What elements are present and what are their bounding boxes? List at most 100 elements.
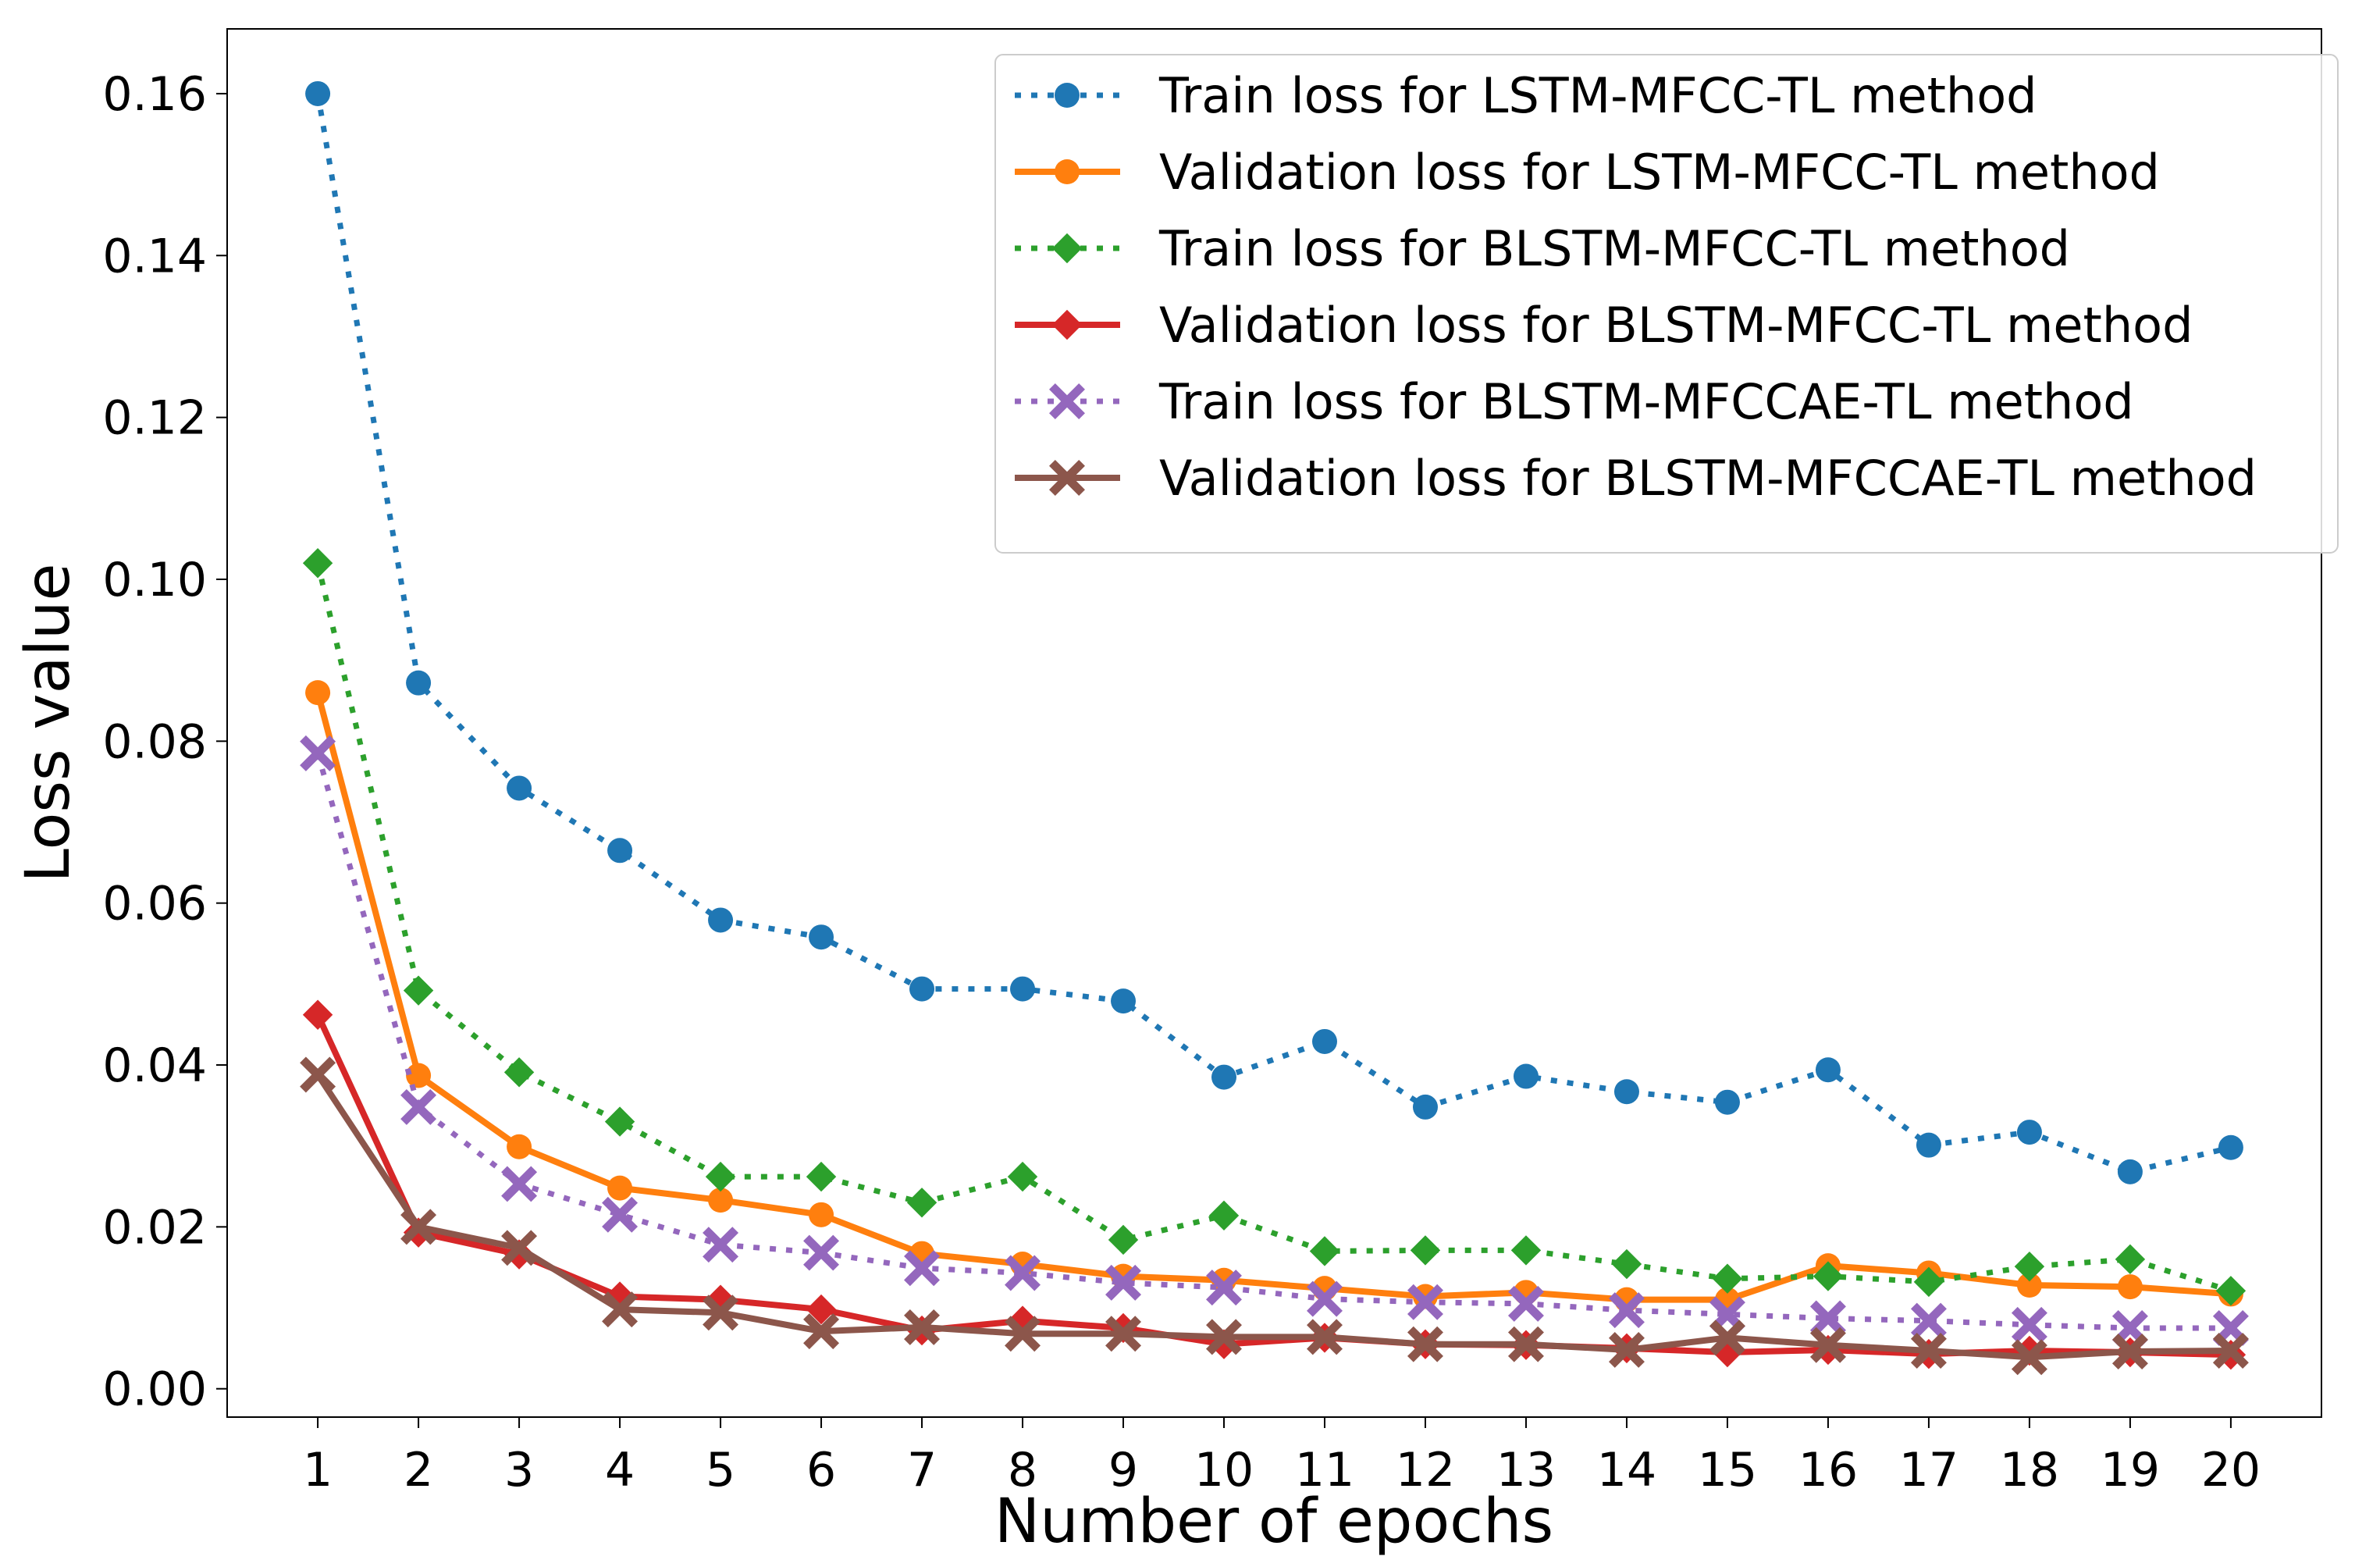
- y-tick-label: 0.00: [102, 1362, 207, 1417]
- x-marker-stroke: [2212, 1309, 2249, 1346]
- x-axis-ticks: 1 2 3 4 5 6 7 8 9 10 11 12 13 14 15 16 17 18 19 20: [303, 1417, 2261, 1498]
- data-point: [806, 1161, 837, 1192]
- data-point: [1108, 1224, 1139, 1255]
- x-marker-stroke: [501, 1230, 538, 1266]
- x-tick-label: 12: [1396, 1443, 1455, 1498]
- legend-box: [994, 54, 2339, 554]
- x-marker-stroke: [1105, 1316, 1141, 1352]
- data-point: [503, 1239, 535, 1270]
- data-point: [2011, 1339, 2047, 1376]
- series-line: [315, 562, 2232, 1294]
- data-point: [906, 1188, 937, 1218]
- data-point: [2014, 1251, 2045, 1282]
- data-point: [1311, 1028, 1337, 1054]
- data-point: [602, 1196, 639, 1233]
- legend-item: Train loss for BLSTM-MFCCAE-TL method: [1015, 373, 2134, 430]
- legend-marker: [1049, 383, 1085, 419]
- data-point: [1208, 1200, 1240, 1231]
- x-tick-label: 18: [2000, 1443, 2059, 1498]
- data-point: [1111, 988, 1137, 1014]
- x-marker-stroke: [904, 1309, 941, 1345]
- x-marker-stroke: [1809, 1327, 1846, 1363]
- data-point: [1714, 1089, 1740, 1115]
- data-point: [300, 1056, 336, 1093]
- y-tick-label: 0.08: [102, 714, 207, 769]
- data-point: [507, 1134, 532, 1159]
- x-marker-stroke: [1709, 1319, 1745, 1356]
- x-tick-label: 4: [605, 1443, 635, 1498]
- data-point: [904, 1309, 941, 1345]
- x-tick-label: 14: [1597, 1443, 1656, 1498]
- data-point: [1815, 1057, 1841, 1083]
- x-marker-stroke: [1608, 1292, 1645, 1329]
- data-point: [2111, 1334, 2148, 1370]
- x-marker-stroke: [1005, 1255, 1041, 1291]
- series-line: [315, 692, 2232, 1303]
- series-layer: [300, 80, 2249, 1376]
- data-point: [1410, 1235, 1441, 1266]
- legend-marker: [1055, 83, 1080, 108]
- data-point: [1809, 1327, 1846, 1363]
- legend-marker: [1049, 460, 1085, 496]
- x-marker-stroke: [2111, 1309, 2148, 1346]
- data-point: [503, 1057, 535, 1088]
- data-point: [2011, 1306, 2047, 1343]
- data-point: [1007, 1161, 1038, 1192]
- x-marker-stroke: [1507, 1326, 1544, 1362]
- x-tick-label: 8: [1008, 1443, 1037, 1498]
- legend-marker: [1055, 159, 1080, 184]
- data-point: [1608, 1331, 1645, 1368]
- x-marker-stroke: [2011, 1339, 2047, 1376]
- x-marker-stroke: [1809, 1300, 1846, 1337]
- data-point: [803, 1313, 840, 1350]
- x-marker-stroke: [1709, 1296, 1745, 1333]
- data-point: [1105, 1264, 1141, 1301]
- data-point: [1507, 1326, 1544, 1362]
- data-point: [300, 735, 336, 771]
- x-marker-stroke: [1206, 1270, 1242, 1306]
- data-point: [1910, 1333, 1947, 1369]
- x-marker-stroke: [703, 1295, 739, 1331]
- data-point: [809, 1202, 834, 1227]
- data-point: [2117, 1159, 2143, 1184]
- legend-item: Validation loss for BLSTM-MFCCAE-TL meth…: [1015, 450, 2257, 507]
- data-point: [400, 1209, 437, 1245]
- data-point: [2212, 1309, 2249, 1346]
- y-tick-label: 0.12: [102, 391, 207, 446]
- data-point: [1910, 1302, 1947, 1339]
- data-point: [1613, 1079, 1639, 1105]
- x-marker-stroke: [300, 735, 336, 771]
- x-tick-label: 20: [2201, 1443, 2261, 1498]
- x-marker-stroke: [803, 1234, 840, 1271]
- x-marker-stroke: [501, 1166, 538, 1202]
- x-tick-label: 13: [1496, 1443, 1556, 1498]
- series-3: [302, 548, 2247, 1306]
- data-point: [703, 1295, 739, 1331]
- legend-label: Train loss for BLSTM-MFCC-TL method: [1158, 220, 2070, 277]
- x-tick-label: 15: [1698, 1443, 1757, 1498]
- series-1: [305, 80, 2243, 1184]
- y-axis-ticks: 0.00 0.02 0.04 0.06 0.08 0.10 0.12 0.14 0.16: [102, 67, 227, 1417]
- series-line: [315, 1073, 2231, 1361]
- x-marker-stroke: [703, 1227, 739, 1263]
- x-marker-stroke: [602, 1291, 639, 1328]
- x-marker-stroke: [1407, 1284, 1443, 1320]
- data-point: [1407, 1326, 1443, 1362]
- data-point: [1709, 1296, 1745, 1333]
- x-marker-stroke: [1005, 1316, 1041, 1352]
- data-point: [302, 999, 333, 1030]
- data-point: [909, 976, 935, 1002]
- data-point: [403, 975, 434, 1006]
- x-marker-stroke: [1608, 1331, 1645, 1368]
- y-tick-label: 0.04: [102, 1038, 207, 1093]
- data-point: [1412, 1094, 1438, 1120]
- data-point: [1709, 1319, 1745, 1356]
- x-tick-label: 3: [504, 1443, 534, 1498]
- legend-item: Validation loss for LSTM-MFCC-TL method: [1015, 144, 2160, 201]
- legend-item: Train loss for LSTM-MFCC-TL method: [1015, 67, 2037, 124]
- data-point: [703, 1227, 739, 1263]
- data-point: [1407, 1284, 1443, 1320]
- x-marker-stroke: [1049, 383, 1085, 419]
- data-point: [604, 1106, 635, 1137]
